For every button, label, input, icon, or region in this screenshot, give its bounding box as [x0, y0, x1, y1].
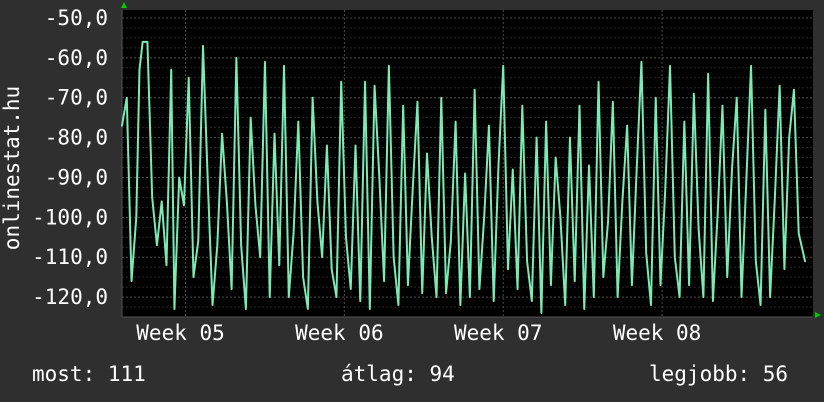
average-value-stat: átlag: 94: [341, 362, 455, 386]
current-value-stat: most: 111: [32, 362, 146, 386]
y-tick-label: -100,0: [32, 205, 108, 229]
x-tick-label: Week 07: [454, 321, 543, 345]
y-tick-label: -120,0: [32, 285, 108, 309]
x-axis-arrow: [815, 312, 821, 318]
y-tick-label: -60,0: [45, 46, 108, 70]
x-tick-label: Week 08: [613, 321, 702, 345]
x-tick-label: Week 05: [136, 321, 225, 345]
y-tick-label: -70,0: [45, 86, 108, 110]
best-value-stat: legjobb: 56: [649, 362, 789, 386]
y-tick-label: -80,0: [45, 126, 108, 150]
y-axis-title: onlinestat.hu: [0, 86, 24, 250]
y-tick-label: -110,0: [32, 245, 108, 269]
series-line: [121, 40, 807, 315]
y-axis-arrow: [121, 2, 127, 8]
x-tick-label: Week 06: [295, 321, 384, 345]
y-tick-label: -50,0: [45, 6, 108, 30]
y-tick-label: -90,0: [45, 165, 108, 189]
